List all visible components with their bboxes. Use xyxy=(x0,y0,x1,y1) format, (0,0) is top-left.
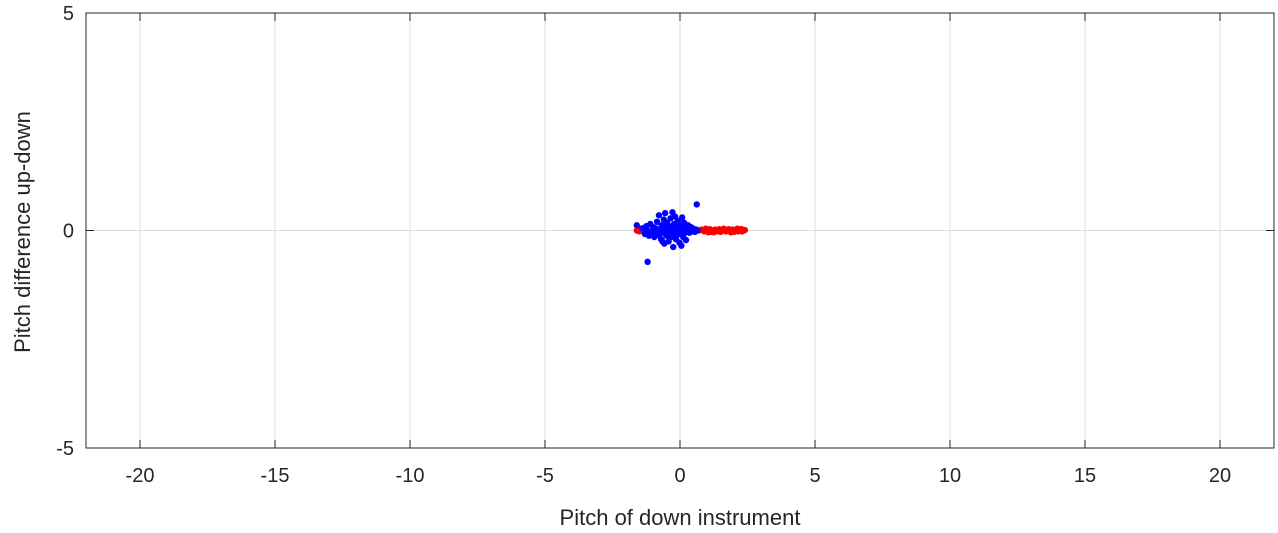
y-axis-label: Pitch difference up-down xyxy=(10,111,35,353)
data-point xyxy=(659,238,666,245)
data-point xyxy=(633,222,640,229)
y-tick-label: -5 xyxy=(56,438,74,460)
data-point xyxy=(655,227,662,234)
x-tick-label: 5 xyxy=(809,465,820,487)
data-point xyxy=(682,236,690,244)
data-point xyxy=(666,229,673,237)
x-tick-label: 0 xyxy=(674,465,685,487)
x-tick-label: -5 xyxy=(536,465,554,487)
tick-labels: -20 -15 -10 -5 0 5 10 15 20 -5 0 5 xyxy=(56,3,1231,487)
data-point xyxy=(720,225,727,232)
y-tick-label: 0 xyxy=(63,221,74,243)
x-tick-label: -10 xyxy=(396,465,425,487)
data-point xyxy=(678,214,686,221)
data-point xyxy=(738,225,745,233)
data-point xyxy=(682,225,689,233)
data-point xyxy=(670,243,677,251)
data-point xyxy=(693,201,700,208)
data-point xyxy=(694,227,701,234)
data-point xyxy=(661,209,669,217)
y-tick-label: 5 xyxy=(63,3,74,25)
data-point xyxy=(678,242,685,249)
data-point xyxy=(676,229,684,237)
data-point xyxy=(727,229,734,236)
x-tick-label: -20 xyxy=(126,465,155,487)
data-point xyxy=(660,224,667,232)
x-tick-label: -15 xyxy=(261,465,290,487)
data-point xyxy=(653,218,661,225)
data-point xyxy=(705,229,712,236)
x-axis-label: Pitch of down instrument xyxy=(560,505,801,530)
data-points xyxy=(633,201,748,266)
axes-frame xyxy=(85,12,1275,449)
x-tick-label: 10 xyxy=(939,465,961,487)
x-tick-label: 20 xyxy=(1209,465,1231,487)
data-point xyxy=(649,228,657,236)
data-point xyxy=(644,258,651,266)
x-tick-label: 15 xyxy=(1074,465,1096,487)
data-point xyxy=(671,224,678,232)
data-point xyxy=(655,212,663,219)
data-point xyxy=(710,229,717,236)
